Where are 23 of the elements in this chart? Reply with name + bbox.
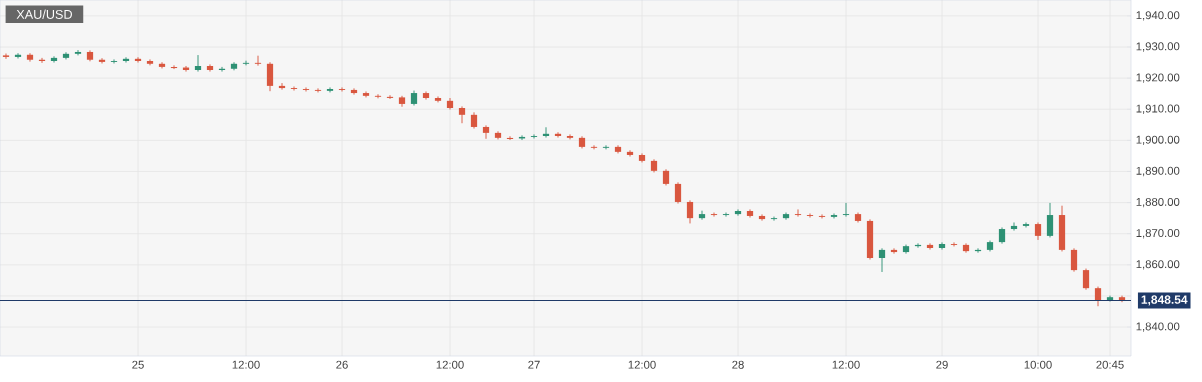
x-tick-label: 10:00 xyxy=(1024,360,1052,369)
y-tick-label: 1,900.00 xyxy=(1136,135,1180,146)
y-tick-label: 1,870.00 xyxy=(1136,229,1180,239)
x-tick-label: 25 xyxy=(132,360,144,369)
x-tick-label: 29 xyxy=(936,360,948,369)
y-tick-label: 1,910.00 xyxy=(1136,104,1180,114)
x-tick-label: 12:00 xyxy=(832,360,860,369)
x-tick-label: 12:00 xyxy=(436,360,464,369)
y-tick-label: 1,930.00 xyxy=(1136,42,1180,52)
y-tick-label: 1,890.00 xyxy=(1136,166,1180,177)
y-tick-label: 1,860.00 xyxy=(1136,260,1180,270)
ref-line-label: 1,848.54 xyxy=(1141,295,1188,306)
x-tick-label: 12:00 xyxy=(628,360,656,369)
y-tick-label: 1,880.00 xyxy=(1136,197,1180,208)
y-tick-label: 1,920.00 xyxy=(1136,73,1180,83)
x-tick-label: 26 xyxy=(336,360,348,369)
x-tick-label: 27 xyxy=(528,360,540,369)
x-tick-label: 20:45 xyxy=(1096,360,1124,369)
text: XAU/USD xyxy=(16,9,72,19)
y-tick-label: 1,940.00 xyxy=(1136,11,1180,21)
x-tick-label: 28 xyxy=(732,360,744,369)
y-tick-label: 1,840.00 xyxy=(1136,322,1180,332)
x-tick-label: 12:00 xyxy=(232,360,260,369)
